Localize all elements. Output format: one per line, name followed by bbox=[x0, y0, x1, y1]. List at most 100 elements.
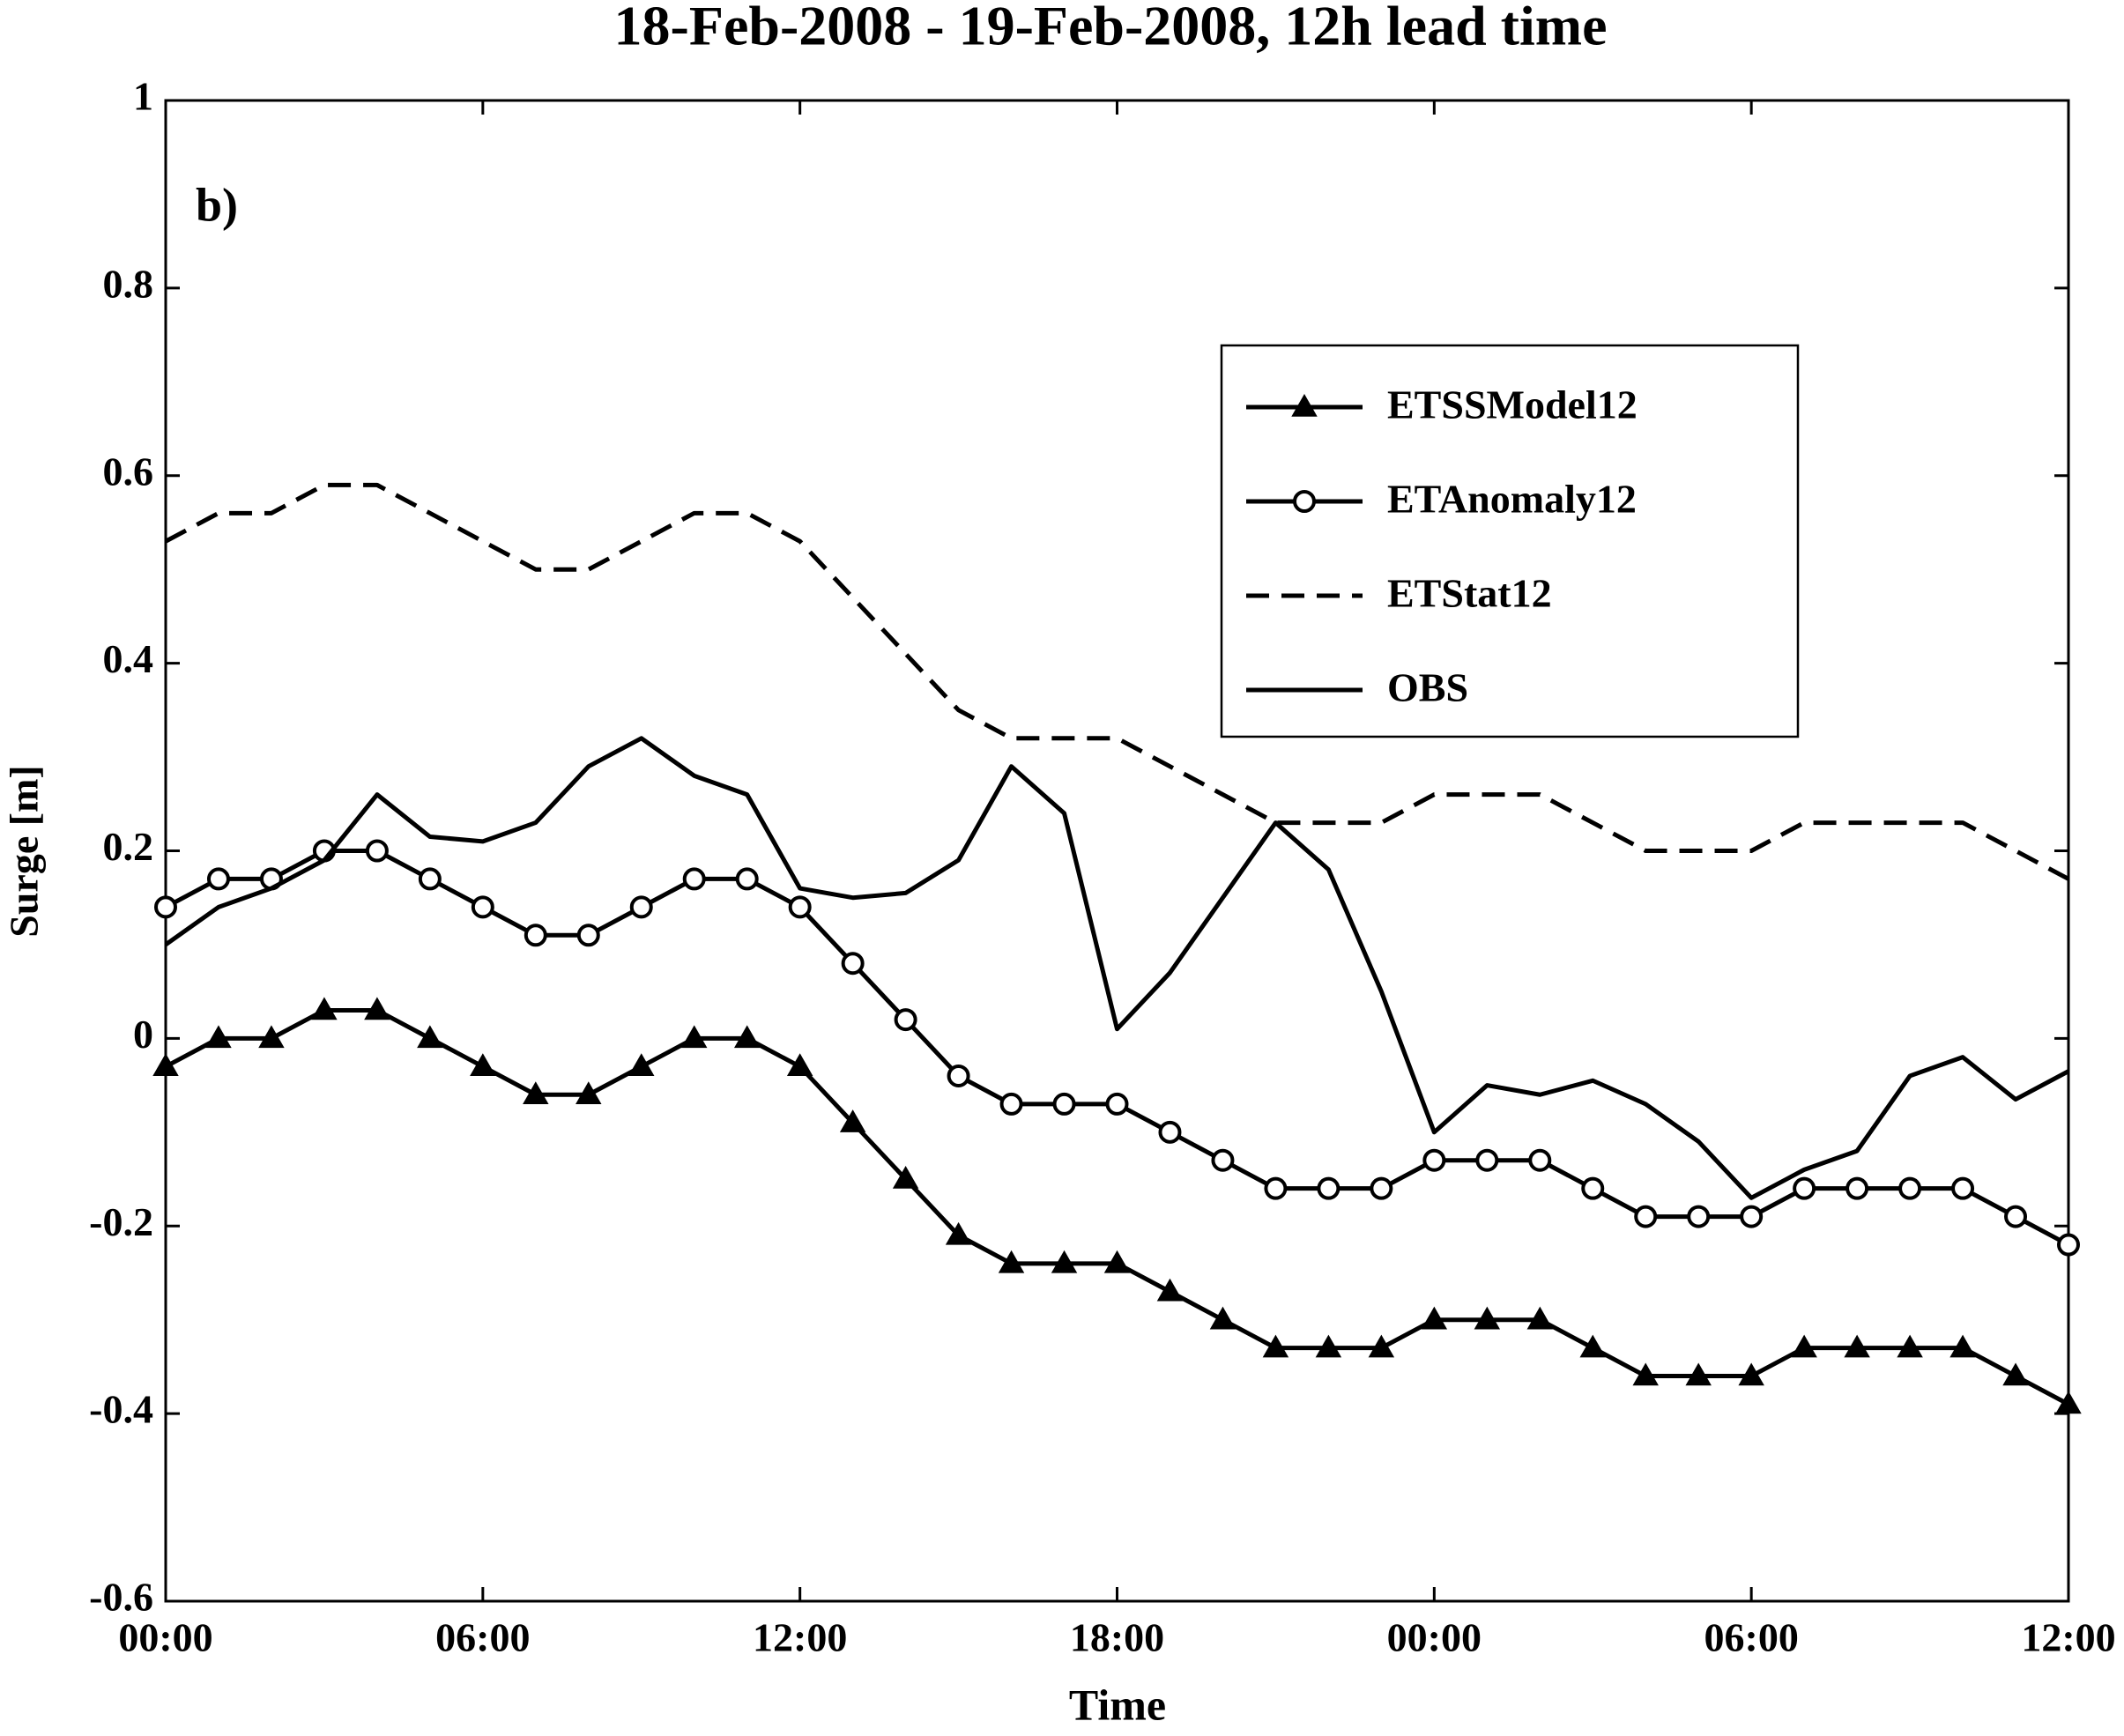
marker-triangle bbox=[1791, 1334, 1817, 1358]
marker-triangle bbox=[945, 1221, 972, 1245]
y-tick-label: 1 bbox=[133, 74, 153, 119]
marker-circle bbox=[576, 924, 600, 947]
marker-triangle bbox=[786, 1053, 813, 1077]
marker-circle bbox=[682, 867, 706, 891]
x-tick-label: 00:00 bbox=[118, 1615, 212, 1660]
marker-triangle bbox=[1579, 1334, 1606, 1358]
marker-triangle bbox=[205, 1025, 232, 1049]
marker-circle bbox=[788, 895, 812, 919]
marker-circle bbox=[1211, 1148, 1235, 1172]
marker-circle bbox=[1317, 1176, 1340, 1200]
marker-circle bbox=[999, 1092, 1023, 1116]
marker-triangle bbox=[152, 1053, 179, 1077]
marker-triangle bbox=[1368, 1334, 1395, 1358]
legend-box bbox=[1220, 344, 1800, 738]
marker-triangle bbox=[839, 1109, 866, 1132]
marker-triangle bbox=[628, 1053, 655, 1077]
marker-circle bbox=[629, 895, 653, 919]
y-tick-label: 0.6 bbox=[103, 449, 154, 493]
marker-circle bbox=[1052, 1092, 1076, 1116]
x-tick-label: 00:00 bbox=[1387, 1615, 1482, 1660]
marker-triangle bbox=[733, 1025, 761, 1049]
series-line bbox=[164, 736, 2070, 1200]
series-line bbox=[164, 482, 2070, 881]
marker-triangle bbox=[1685, 1362, 1712, 1386]
marker-triangle bbox=[1526, 1306, 1554, 1330]
marker-circle bbox=[1475, 1148, 1499, 1172]
x-tick-label: 18:00 bbox=[1070, 1615, 1164, 1660]
marker-triangle bbox=[1632, 1362, 1659, 1386]
marker-triangle bbox=[1315, 1334, 1342, 1358]
marker-circle bbox=[1740, 1205, 1764, 1228]
marker-triangle bbox=[1209, 1306, 1237, 1330]
marker-circle bbox=[1370, 1176, 1393, 1200]
marker-circle bbox=[1264, 1176, 1288, 1200]
marker-triangle bbox=[364, 997, 390, 1020]
marker-triangle bbox=[258, 1025, 285, 1049]
marker-triangle bbox=[417, 1025, 443, 1049]
x-tick-label: 06:00 bbox=[435, 1615, 530, 1660]
marker-triangle bbox=[1474, 1306, 1501, 1330]
x-tick-label: 12:00 bbox=[2021, 1615, 2115, 1660]
marker-triangle bbox=[1262, 1334, 1289, 1358]
marker-triangle bbox=[470, 1053, 496, 1077]
marker-circle bbox=[1158, 1120, 1182, 1144]
marker-triangle bbox=[1156, 1278, 1184, 1302]
marker-circle bbox=[206, 867, 230, 891]
marker-triangle bbox=[1949, 1334, 1976, 1358]
marker-circle bbox=[1105, 1092, 1129, 1116]
y-tick-label: -0.6 bbox=[89, 1575, 153, 1620]
marker-circle bbox=[841, 952, 865, 976]
plot-frame bbox=[164, 99, 2070, 1603]
marker-circle bbox=[1687, 1205, 1711, 1228]
marker-triangle bbox=[1844, 1334, 1870, 1358]
marker-triangle bbox=[680, 1025, 708, 1049]
marker-circle bbox=[524, 924, 547, 947]
marker-circle bbox=[2004, 1205, 2028, 1228]
legend-label: ETSSModel12 bbox=[1387, 382, 1638, 427]
y-tick-label: 0.8 bbox=[103, 261, 154, 306]
marker-circle bbox=[1846, 1176, 1869, 1200]
legend-label: ETStat12 bbox=[1387, 571, 1552, 616]
marker-circle bbox=[735, 867, 759, 891]
marker-circle bbox=[1898, 1176, 1922, 1200]
marker-triangle bbox=[2055, 1391, 2082, 1414]
marker-triangle bbox=[2002, 1362, 2029, 1386]
marker-triangle bbox=[576, 1081, 602, 1104]
legend-label: ETAnomaly12 bbox=[1387, 477, 1637, 522]
y-tick-label: 0.2 bbox=[103, 824, 154, 869]
marker-triangle bbox=[1421, 1306, 1448, 1330]
marker-triangle bbox=[523, 1081, 549, 1104]
marker-circle bbox=[1422, 1148, 1446, 1172]
marker-circle bbox=[471, 895, 494, 919]
marker-circle bbox=[894, 1008, 917, 1032]
marker-circle bbox=[1634, 1205, 1658, 1228]
marker-circle bbox=[154, 895, 177, 919]
marker-circle bbox=[1793, 1176, 1816, 1200]
marker-triangle bbox=[1051, 1250, 1078, 1273]
marker-triangle bbox=[311, 997, 338, 1020]
x-tick-label: 12:00 bbox=[753, 1615, 847, 1660]
legend-label: OBS bbox=[1387, 665, 1468, 710]
y-axis-label: Surge [m] bbox=[2, 765, 47, 937]
marker-circle bbox=[2057, 1233, 2080, 1257]
marker-circle bbox=[947, 1064, 970, 1087]
marker-triangle bbox=[892, 1166, 919, 1189]
marker-triangle bbox=[1897, 1334, 1923, 1358]
marker-circle bbox=[1293, 490, 1316, 513]
x-tick-label: 06:00 bbox=[1704, 1615, 1799, 1660]
marker-triangle bbox=[1103, 1250, 1131, 1273]
marker-triangle bbox=[998, 1250, 1025, 1273]
x-axis-label: Time bbox=[1069, 1680, 1166, 1729]
marker-circle bbox=[365, 839, 389, 863]
y-tick-label: -0.2 bbox=[89, 1199, 153, 1244]
marker-circle bbox=[1951, 1176, 1975, 1200]
marker-circle bbox=[1581, 1176, 1605, 1200]
chart-title: 18-Feb-2008 - 19-Feb-2008, 12h lead time bbox=[614, 0, 1608, 57]
marker-triangle bbox=[1738, 1362, 1764, 1386]
series-line bbox=[164, 1007, 2070, 1406]
y-tick-label: 0 bbox=[133, 1012, 153, 1057]
y-tick-label: -0.4 bbox=[89, 1387, 153, 1432]
marker-triangle bbox=[1291, 393, 1318, 417]
